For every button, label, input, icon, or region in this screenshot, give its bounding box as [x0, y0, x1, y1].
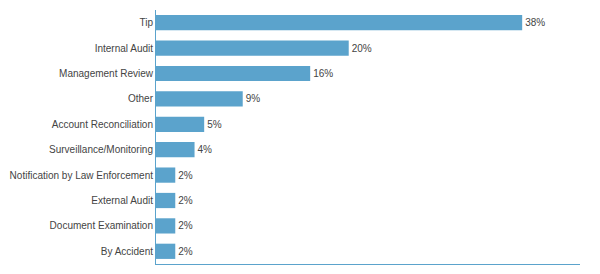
svg-text:Notification by Law Enforcemen: Notification by Law Enforcement	[10, 170, 154, 181]
svg-text:Document Examination: Document Examination	[50, 220, 153, 231]
svg-text:Other: Other	[128, 93, 154, 104]
svg-text:By Accident: By Accident	[101, 246, 153, 257]
svg-text:5%: 5%	[207, 119, 222, 130]
svg-text:9%: 9%	[246, 93, 261, 104]
svg-text:Surveillance/Monitoring: Surveillance/Monitoring	[49, 144, 153, 155]
svg-text:20%: 20%	[352, 43, 372, 54]
svg-text:2%: 2%	[178, 246, 193, 257]
svg-text:External Audit: External Audit	[91, 195, 153, 206]
svg-text:38%: 38%	[525, 17, 545, 28]
svg-text:16%: 16%	[313, 68, 333, 79]
svg-text:2%: 2%	[178, 220, 193, 231]
svg-text:4%: 4%	[198, 144, 213, 155]
svg-text:2%: 2%	[178, 195, 193, 206]
svg-text:2%: 2%	[178, 170, 193, 181]
svg-text:Internal Audit: Internal Audit	[95, 43, 154, 54]
svg-text:Management Review: Management Review	[59, 68, 154, 79]
svg-text:Tip: Tip	[139, 17, 153, 28]
svg-text:Account Reconciliation: Account Reconciliation	[52, 119, 153, 130]
